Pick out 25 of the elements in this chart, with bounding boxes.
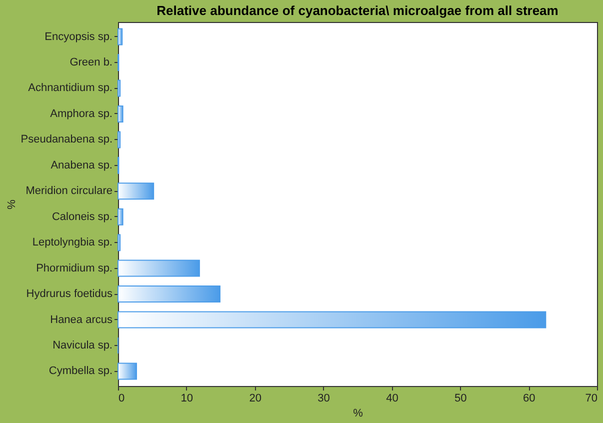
x-tick-label: 30: [318, 392, 330, 404]
y-tick-label: Caloneis sp.: [52, 210, 112, 223]
x-tick-label: 70: [585, 392, 598, 404]
y-tick-label: Anabena sp.: [50, 159, 112, 172]
x-tick-label: 60: [522, 392, 536, 404]
y-tick-label: Amphora sp.: [50, 108, 112, 120]
x-tick-label: 20: [249, 392, 262, 404]
y-tick-label: Green b.: [70, 56, 112, 69]
chart-title: Relative abundance of cyanobacteria\ microalgae from all stream: [156, 3, 558, 18]
y-tick-label: Navicula sp.: [52, 339, 112, 352]
x-tick-label: 0: [118, 392, 125, 404]
y-tick-label: Leptolyngbia sp.: [32, 236, 112, 249]
y-tick-label: Achnantidium sp.: [28, 82, 112, 94]
y-tick-label: Encyopsis sp.: [44, 30, 112, 43]
y-tick-label: Hanea arcus: [50, 314, 113, 326]
y-tick-label: Hydrurus foetidus: [26, 288, 113, 300]
x-axis-title: %: [353, 408, 364, 420]
y-axis-title: %: [6, 199, 18, 210]
x-tick-label: 10: [180, 392, 194, 404]
y-tick-label: Cymbella sp.: [48, 365, 112, 378]
y-tick-label: Meridion circulare: [26, 185, 112, 198]
y-tick-label: Pseudanabena sp.: [20, 134, 112, 146]
x-tick-label: 40: [386, 392, 398, 404]
y-tick-label: Phormidium sp.: [36, 262, 112, 274]
x-tick-label: 50: [454, 392, 467, 404]
